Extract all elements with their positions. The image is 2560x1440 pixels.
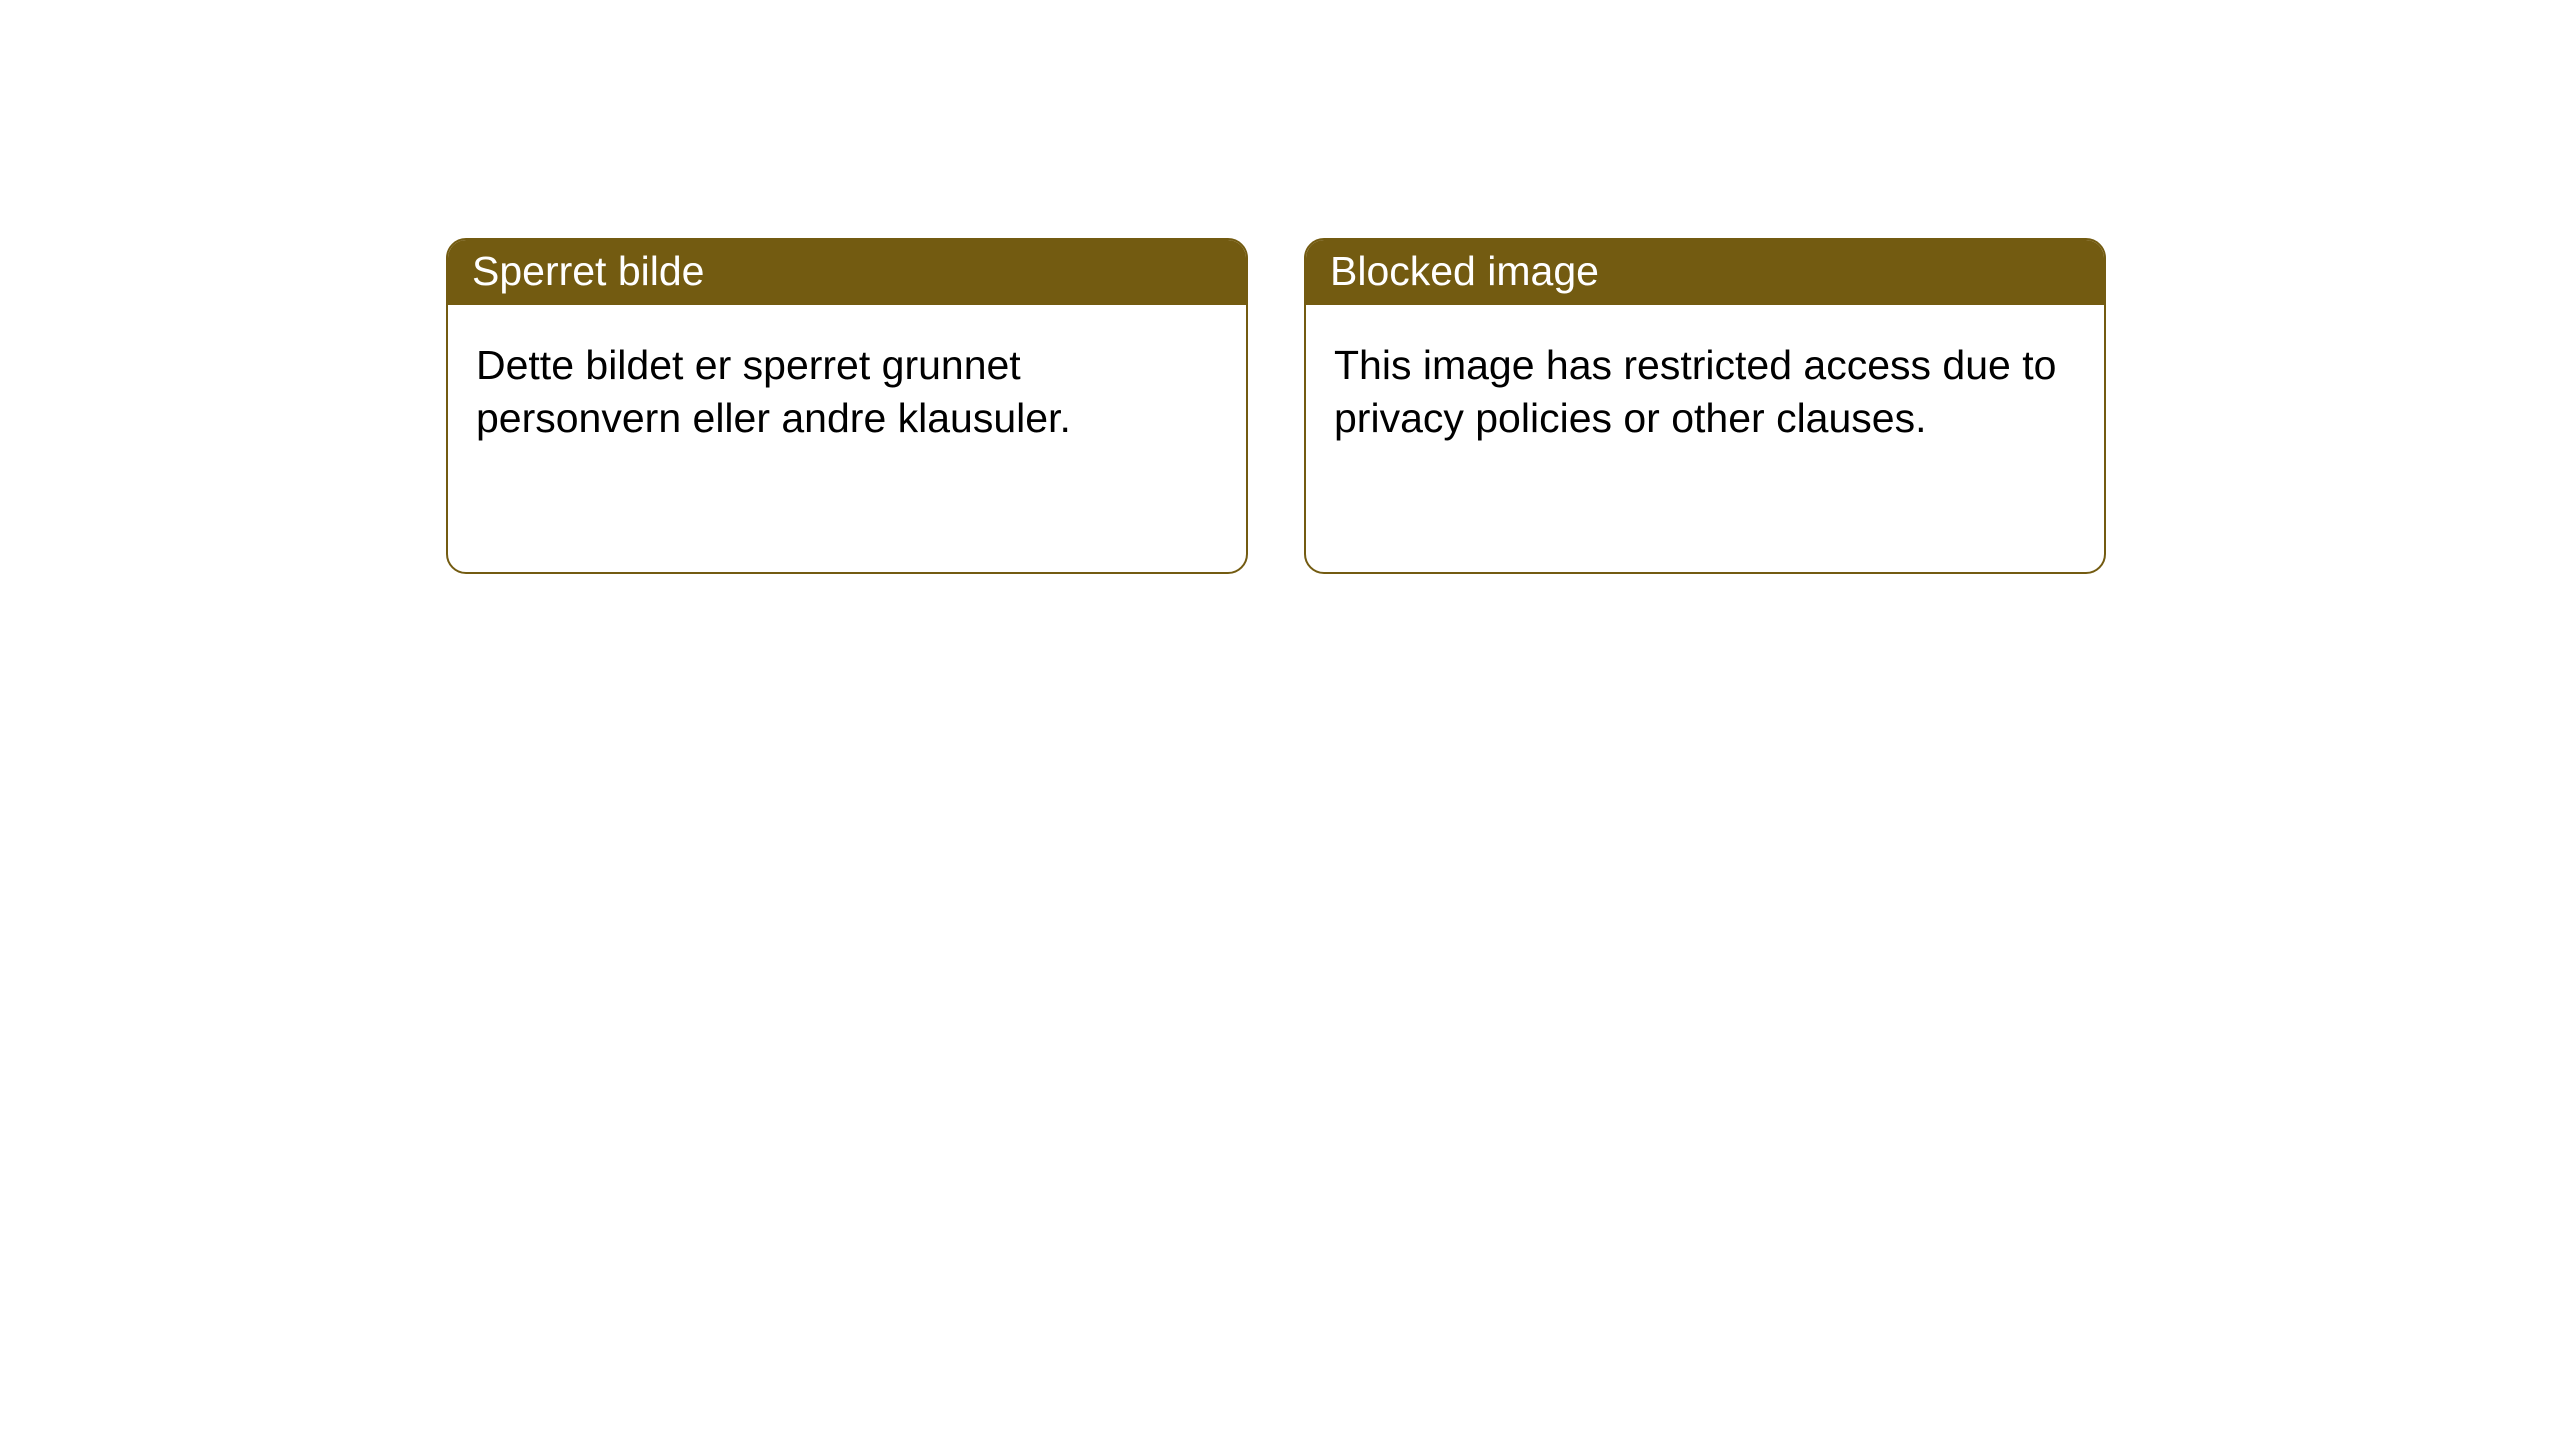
card-title: Sperret bilde (448, 240, 1246, 305)
card-body: This image has restricted access due to … (1306, 305, 2104, 478)
cards-container: Sperret bilde Dette bildet er sperret gr… (0, 0, 2560, 574)
blocked-image-card-english: Blocked image This image has restricted … (1304, 238, 2106, 574)
blocked-image-card-norwegian: Sperret bilde Dette bildet er sperret gr… (446, 238, 1248, 574)
card-title: Blocked image (1306, 240, 2104, 305)
card-body: Dette bildet er sperret grunnet personve… (448, 305, 1246, 478)
